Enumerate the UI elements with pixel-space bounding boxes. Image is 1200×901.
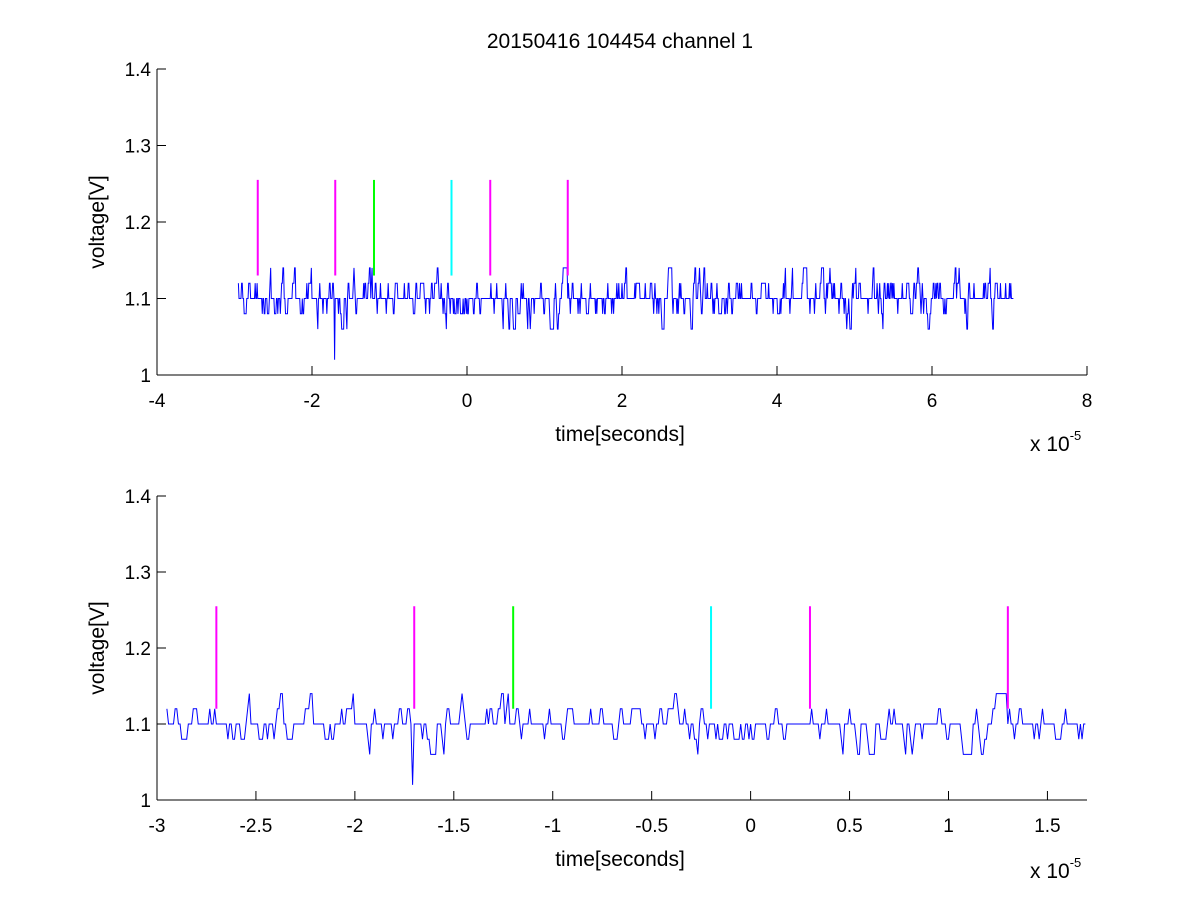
bottom-x-tick-label: -1.5 (437, 816, 470, 837)
bottom-y-tick-label: 1.3 (125, 563, 151, 584)
top-x-tick-label: 2 (617, 391, 628, 412)
bottom-subplot: -3 -2.5 -2 -1.5 -1 -0.5 0 0.5 1 1.511.11.21.31.4 … (86, 487, 1087, 883)
bottom-y-tick-label: 1.1 (125, 715, 151, 736)
top-y-tick-label: 1.1 (125, 290, 151, 311)
top-x-tick-label: 8 (1082, 391, 1093, 412)
top-x-tick-label: 4 (772, 391, 783, 412)
top-x-tick-label: -4 (149, 391, 166, 412)
top-subplot: -4 -2 0 2 4 6 8 1 1.1 1.2 1.3 1.4 time[seconds] vol… (86, 60, 1092, 456)
top-y-tick-label: 1 (140, 366, 151, 387)
bottom-x-tick-label: -1 (544, 816, 561, 837)
bottom-x-exponent: x 10-5 (1030, 855, 1081, 883)
bottom-signal-trace (166, 693, 1086, 785)
top-signal-line (237, 267, 1014, 360)
bottom-ylabel: voltage[V] (86, 601, 109, 694)
bottom-x-tick-label: 0 (745, 816, 756, 837)
top-y-tick-label: 1.2 (125, 213, 151, 234)
bottom-x-tick-label: 0.5 (836, 816, 862, 837)
top-x-tick-label: 0 (462, 391, 473, 412)
bottom-y-tick-label: 1.4 (125, 487, 152, 508)
bottom-event-markers (215, 606, 1009, 709)
top-ylabel: voltage[V] (86, 175, 109, 268)
top-signal-trace (237, 267, 1014, 360)
bottom-x-tick-label: -0.5 (635, 816, 668, 837)
bottom-x-tick-label: -3 (149, 816, 166, 837)
bottom-x-tick-label: 1 (943, 816, 954, 837)
top-event-markers (256, 179, 569, 276)
bottom-signal-line (166, 693, 1086, 785)
bottom-y-tick-label: 1 (140, 791, 151, 812)
bottom-x-tick-label: -2 (346, 816, 363, 837)
top-xlabel: time[seconds] (555, 423, 685, 446)
bottom-x-tick-label: 1.5 (1034, 816, 1060, 837)
top-x-tick-label: -2 (304, 391, 321, 412)
top-x-tick-label: 6 (927, 391, 938, 412)
bottom-xlabel: time[seconds] (555, 848, 685, 871)
top-y-tick-label: 1.3 (125, 137, 151, 158)
top-y-tick-label: 1.4 (125, 60, 152, 81)
figure-title: 20150416 104454 channel 1 (487, 30, 753, 53)
top-x-exponent: x 10-5 (1030, 428, 1081, 456)
top-axes: -4 -2 0 2 4 6 8 1 1.1 1.2 1.3 1.4 (125, 60, 1093, 412)
bottom-axes: -3 -2.5 -2 -1.5 -1 -0.5 0 0.5 1 1.5 1 1.1 1.2 1.3 1.4 (125, 487, 1087, 837)
bottom-x-tick-label: -2.5 (240, 816, 273, 837)
bottom-y-tick-label: 1.2 (125, 639, 151, 660)
